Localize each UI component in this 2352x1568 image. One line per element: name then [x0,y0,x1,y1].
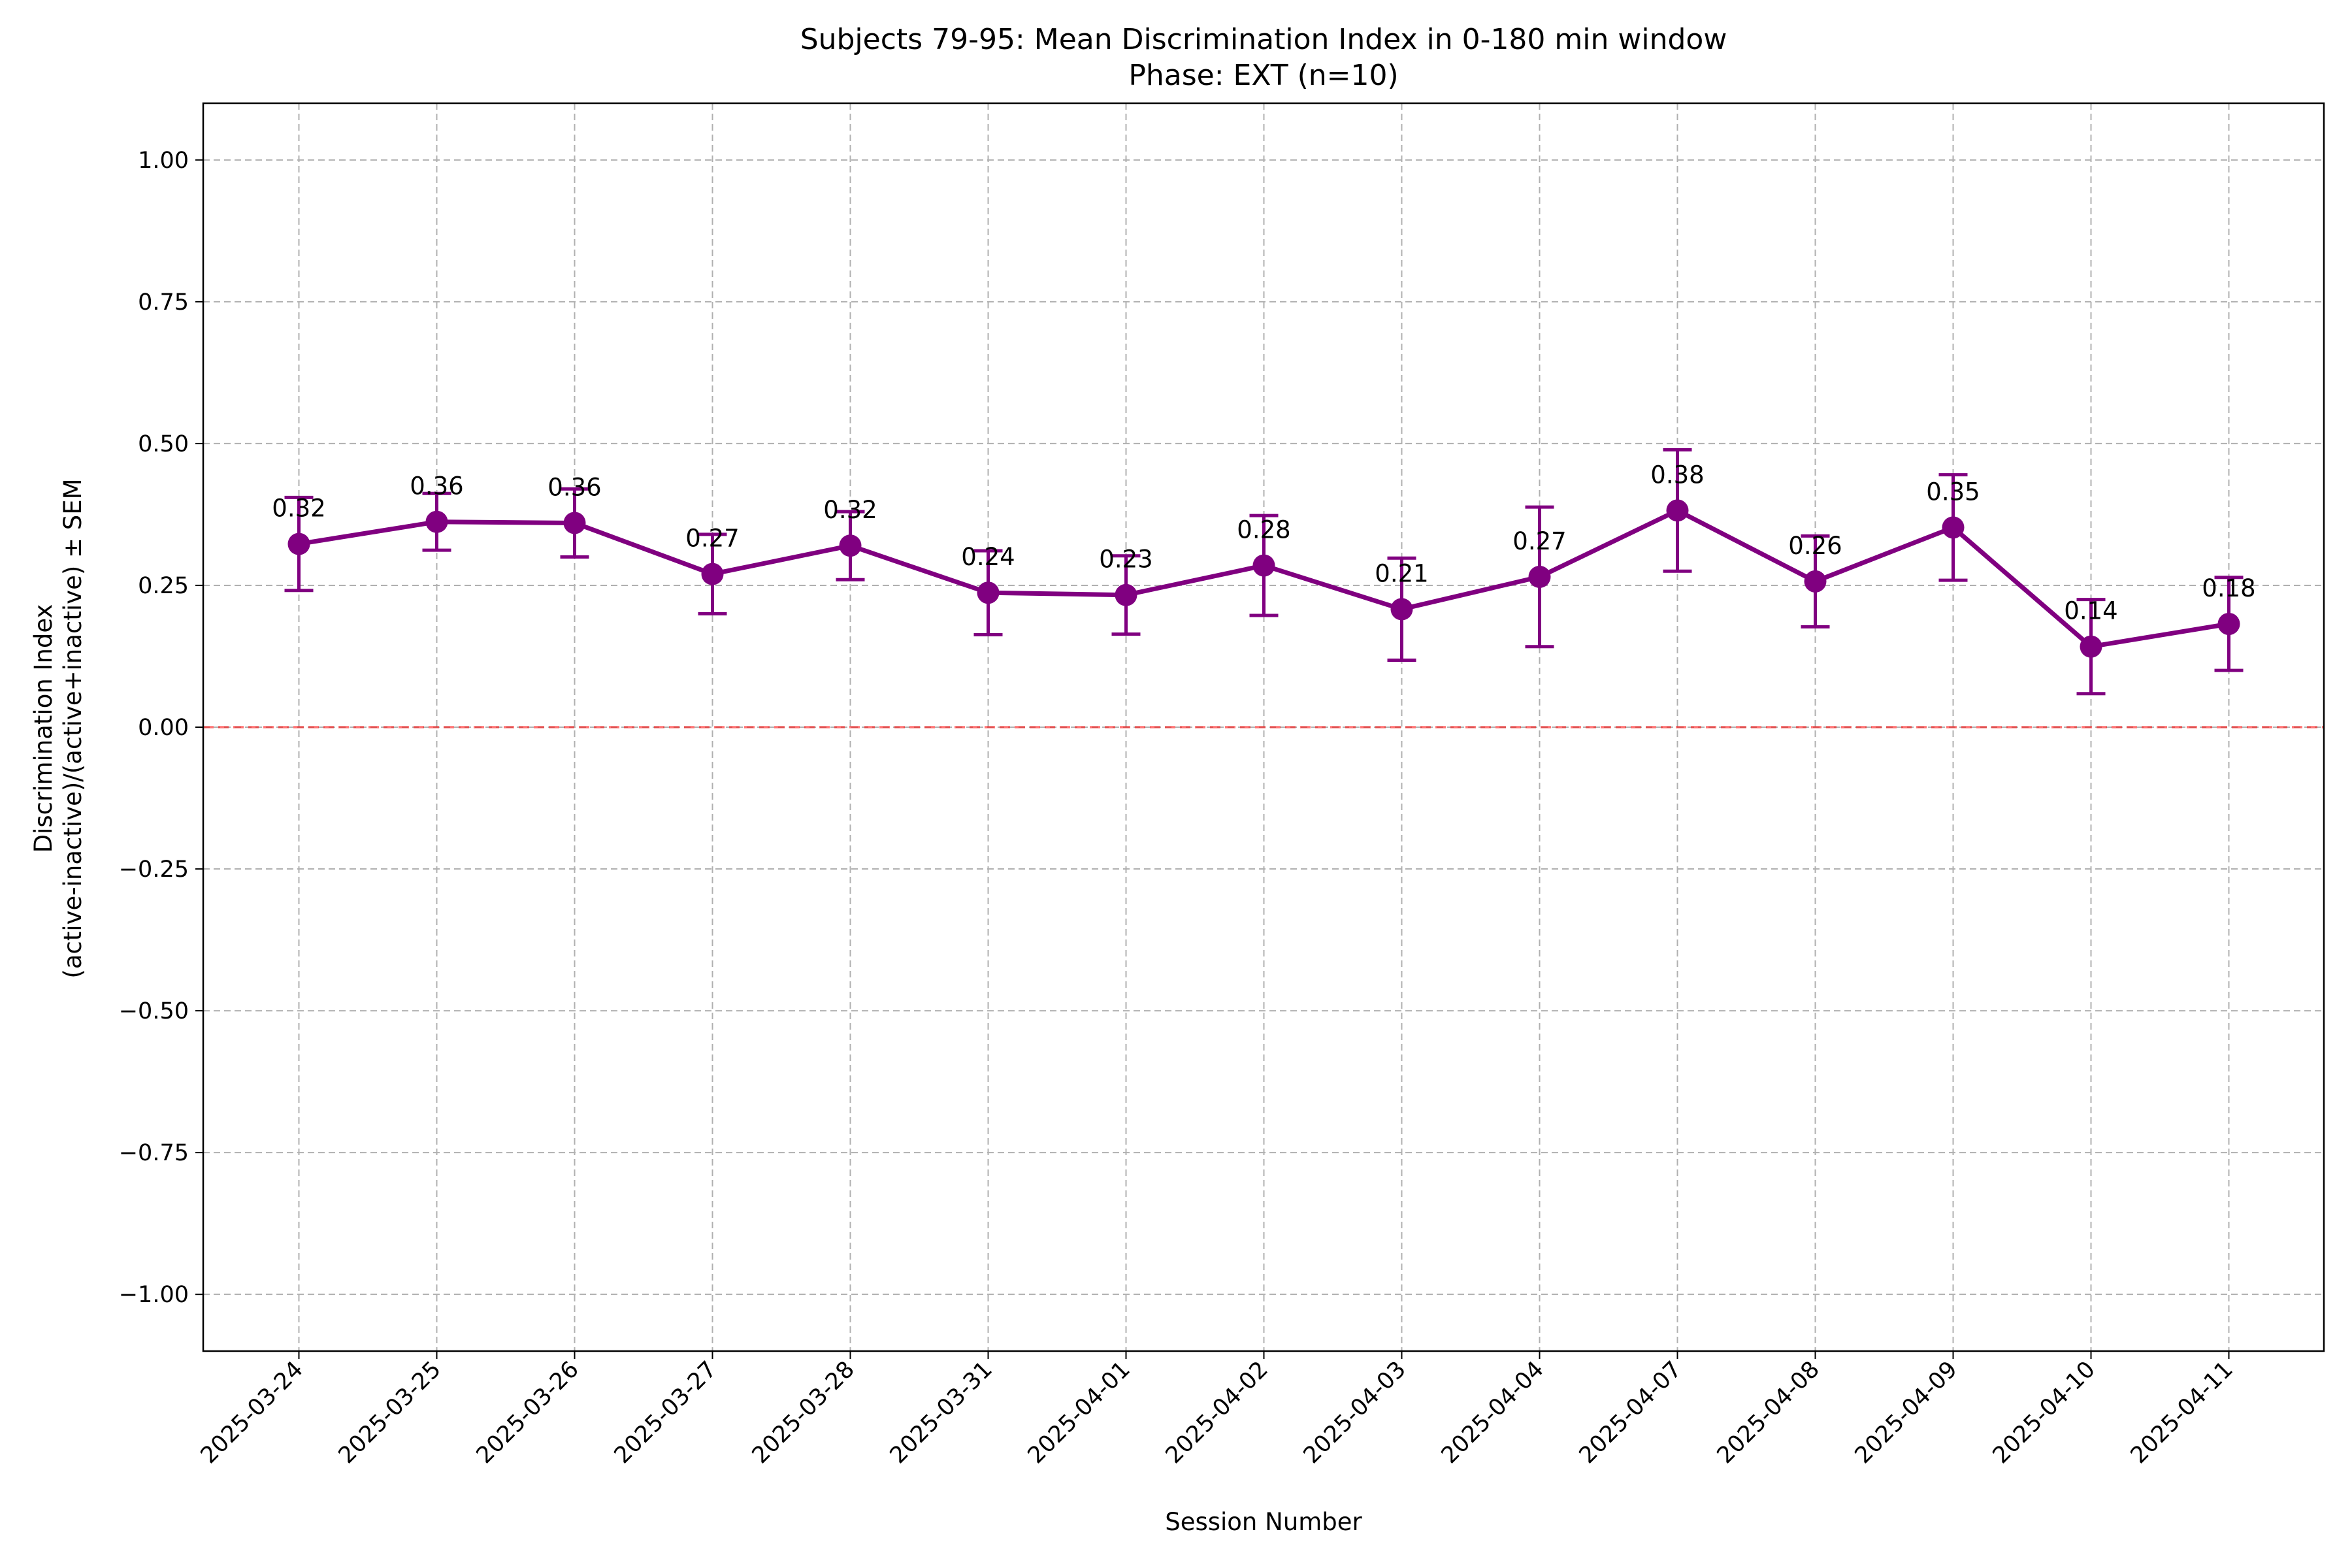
data-label: 0.35 [1926,478,1980,506]
data-point [1115,583,1137,606]
grid [203,103,2324,1351]
data-label: 0.21 [1375,559,1428,587]
data-point [1252,554,1275,577]
y-axis-title-line2: (active-inactive)/(active+inactive) ± SE… [59,478,87,978]
x-tick-label: 2025-04-10 [1988,1356,2100,1469]
data-label: 0.27 [1512,527,1566,555]
y-tick-label: −1.00 [119,1282,189,1308]
y-axis-title-line1: Discrimination Index [29,604,57,853]
x-tick-label: 2025-04-03 [1299,1356,1411,1469]
x-tick-label: 2025-04-08 [1712,1356,1825,1469]
data-point [563,512,586,534]
chart-subtitle: Phase: EXT (n=10) [1128,59,1398,92]
data-label: 0.38 [1650,461,1704,489]
data-label: 0.27 [685,525,739,553]
data-point [1390,598,1413,621]
data-label: 0.24 [961,543,1015,571]
x-tick-label: 2025-03-26 [472,1356,584,1469]
data-point [701,563,724,585]
data-label: 0.23 [1099,546,1152,574]
x-tick-label: 2025-03-25 [334,1356,446,1469]
series-group [284,448,2244,696]
y-tick-label: −0.50 [119,998,189,1024]
x-tick-label: 2025-03-31 [885,1356,998,1469]
x-tick-label: 2025-04-02 [1161,1356,1273,1469]
data-point [977,581,1000,604]
x-axis-title: Session Number [1165,1508,1362,1536]
tick-labels: −1.00 −0.75 −0.50 −0.25 0.00 0.25 0.50 0.75 1.00… [119,148,2256,1469]
y-tick-label: 1.00 [138,148,189,174]
x-tick-label: 2025-03-24 [196,1356,308,1469]
data-point [1666,499,1689,522]
y-tick-label: −0.25 [119,857,189,883]
y-tick-label: 0.50 [138,431,189,457]
x-tick-label: 2025-04-04 [1437,1356,1549,1469]
data-point [839,534,862,557]
data-label: 0.36 [410,472,463,500]
chart-title: Subjects 79-95: Mean Discrimination Inde… [800,23,1727,56]
data-point [425,510,448,533]
data-label: 0.32 [823,496,877,524]
axes [195,102,2325,1359]
data-point [2080,635,2102,658]
x-tick-label: 2025-04-07 [1575,1356,1687,1469]
data-label: 0.32 [272,495,325,523]
x-tick-label: 2025-04-11 [2126,1356,2238,1469]
data-point [1942,516,1965,539]
data-point [2217,612,2240,635]
data-point [1804,570,1827,593]
data-label: 0.14 [2064,597,2117,625]
data-label: 0.28 [1237,516,1290,544]
data-label: 0.36 [547,473,601,501]
data-label: 0.26 [1788,532,1842,560]
x-tick-label: 2025-04-01 [1023,1356,1135,1469]
x-tick-label: 2025-04-09 [1850,1356,1963,1469]
x-tick-label: 2025-03-27 [610,1356,722,1469]
y-tick-label: −0.75 [119,1140,189,1166]
x-tick-label: 2025-03-28 [747,1356,860,1469]
data-point [1528,565,1551,588]
data-point [287,532,310,555]
data-label: 0.18 [2202,574,2255,602]
y-tick-label: 0.75 [138,289,189,316]
y-tick-label: 0.00 [138,715,189,741]
y-tick-label: 0.25 [138,573,189,599]
